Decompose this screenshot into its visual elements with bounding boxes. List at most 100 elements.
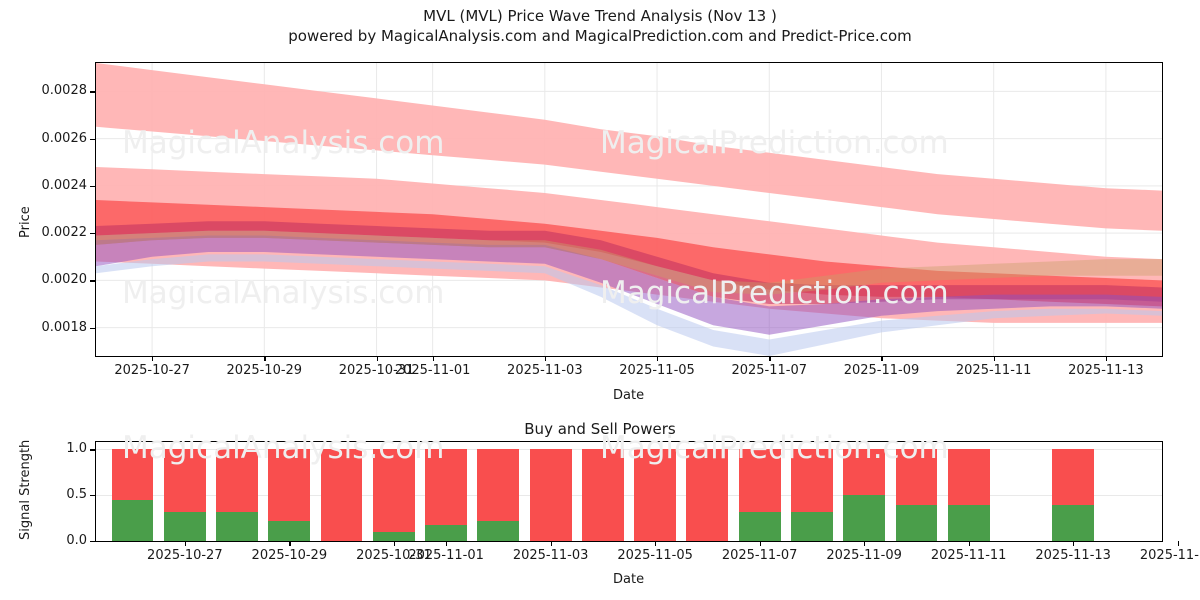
power-bar[interactable] <box>634 442 677 541</box>
power-bar[interactable] <box>686 442 729 541</box>
price-band-tan-upper-fan <box>96 230 1162 295</box>
power-bar-sell-segment <box>268 449 311 521</box>
price-x-tick-label: 2025-11-05 <box>619 363 695 378</box>
power-x-tick-mark <box>446 541 448 546</box>
power-x-tick-label: 2025-10-27 <box>147 548 223 563</box>
power-bar-buy-segment <box>790 511 833 541</box>
power-bar-buy-segment <box>895 505 938 541</box>
power-bar[interactable] <box>320 442 363 541</box>
price-x-tick-label: 2025-10-27 <box>114 363 190 378</box>
price-x-tick-mark <box>881 356 883 361</box>
power-bar[interactable] <box>425 442 467 541</box>
power-x-tick-mark <box>289 541 291 546</box>
power-x-tick-label: 2025-11-01 <box>408 548 484 563</box>
price-x-tick-label: 2025-11-07 <box>731 363 808 378</box>
power-gridline <box>96 449 1162 451</box>
power-x-tick-mark <box>550 541 552 546</box>
price-y-tick-label: 0.0022 <box>41 225 88 241</box>
power-bar-sell-segment <box>1052 449 1095 506</box>
price-band-blue-tail <box>96 254 1162 356</box>
power-bar[interactable] <box>843 442 886 541</box>
power-bar[interactable] <box>477 442 520 541</box>
power-x-tick-mark <box>1073 541 1075 546</box>
power-bar-sell-segment <box>425 449 467 526</box>
power-bar[interactable] <box>895 442 938 541</box>
power-y-tick-label: 0.0 <box>66 533 87 548</box>
power-bar[interactable] <box>268 442 311 541</box>
power-bar-buy-segment <box>372 531 415 541</box>
price-y-tick-mark <box>90 185 95 188</box>
power-bar-sell-segment <box>790 449 833 512</box>
power-bar-sell-segment <box>372 449 415 532</box>
price-y-tick-label: 0.0018 <box>41 319 88 335</box>
price-y-tick-label: 0.0028 <box>41 83 88 99</box>
power-x-tick-label: 2025-11-09 <box>826 548 902 563</box>
price-x-tick-mark <box>993 356 995 361</box>
power-x-tick-mark <box>655 541 657 546</box>
price-x-tick-label: 2025-11-11 <box>955 363 1032 378</box>
power-bar[interactable] <box>529 442 572 541</box>
power-bar-sell-segment <box>843 449 886 496</box>
price-x-tick-label: 2025-11-13 <box>1068 363 1144 378</box>
price-band-purple-band <box>96 235 1162 335</box>
power-x-tick-mark <box>184 541 187 546</box>
price-y-tick-mark <box>90 280 95 282</box>
power-bar-buy-segment <box>268 520 311 541</box>
power-bar-buy-segment <box>111 499 154 541</box>
power-bar-sell-segment <box>111 449 154 500</box>
power-bar-sell-segment <box>216 449 258 512</box>
price-x-tick-mark <box>544 356 547 361</box>
page-title: MVL (MVL) Price Wave Trend Analysis (Nov… <box>423 7 777 25</box>
power-bar-sell-segment <box>529 449 572 541</box>
power-x-tick-mark <box>864 541 866 546</box>
power-y-tick-mark <box>90 541 95 543</box>
price-x-tick-label: 2025-11-01 <box>394 363 471 378</box>
price-band-upper-outer-high <box>96 63 1162 231</box>
power-bar-buy-segment <box>947 505 990 541</box>
power-bar[interactable] <box>738 442 781 541</box>
price-x-tick-mark <box>432 356 434 361</box>
power-bar-buy-segment <box>425 525 467 541</box>
power-bar[interactable] <box>1052 442 1095 541</box>
power-bar[interactable] <box>372 442 415 541</box>
price-x-tick-mark <box>1105 356 1108 361</box>
power-gridline <box>96 495 1162 497</box>
power-x-tick-mark <box>1177 541 1179 546</box>
power-bar-sell-segment <box>947 449 990 506</box>
power-chart-title: Buy and Sell Powers <box>524 420 676 438</box>
power-x-tick-label: 2025-11-13 <box>1035 548 1111 563</box>
price-y-tick-mark <box>90 91 95 93</box>
power-bar-buy-segment <box>1052 505 1095 541</box>
power-bar-sell-segment <box>738 449 781 512</box>
power-x-tick-mark <box>393 541 396 546</box>
power-x-tick-mark <box>968 541 970 546</box>
power-bar-sell-segment <box>477 449 520 521</box>
power-gridline <box>96 541 1162 542</box>
price-y-tick-mark <box>90 233 95 235</box>
price-wave-svg <box>96 63 1162 356</box>
price-y-tick-label: 0.0026 <box>41 130 88 146</box>
power-bar[interactable] <box>947 442 990 541</box>
power-bar[interactable] <box>216 442 258 541</box>
price-x-tick-label: 2025-10-29 <box>226 363 303 378</box>
price-x-tick-mark <box>376 356 378 361</box>
title-block: MVL (MVL) Price Wave Trend Analysis (Nov… <box>0 6 1200 47</box>
power-y-tick-mark <box>90 449 95 451</box>
power-x-tick-label: 2025-11-03 <box>512 548 589 563</box>
power-bar-buy-segment <box>216 511 258 541</box>
power-bar-sell-segment <box>581 449 624 541</box>
price-y-tick-mark <box>90 327 95 329</box>
power-x-tick-label: 2025-11-11 <box>930 548 1007 563</box>
power-bar[interactable] <box>111 442 154 541</box>
power-bar[interactable] <box>790 442 833 541</box>
price-x-tick-label: 2025-10-31 <box>338 363 415 378</box>
power-x-tick-label: 2025-11-07 <box>721 548 798 563</box>
power-bar[interactable] <box>581 442 624 541</box>
power-bar[interactable] <box>163 442 206 541</box>
price-x-tick-label: 2025-11-09 <box>843 363 920 378</box>
power-y-axis-label: Signal Strength <box>18 439 33 540</box>
price-x-tick-mark <box>264 356 266 361</box>
power-x-tick-label: 2025-11-05 <box>617 548 693 563</box>
power-bar-sell-segment <box>895 449 938 506</box>
